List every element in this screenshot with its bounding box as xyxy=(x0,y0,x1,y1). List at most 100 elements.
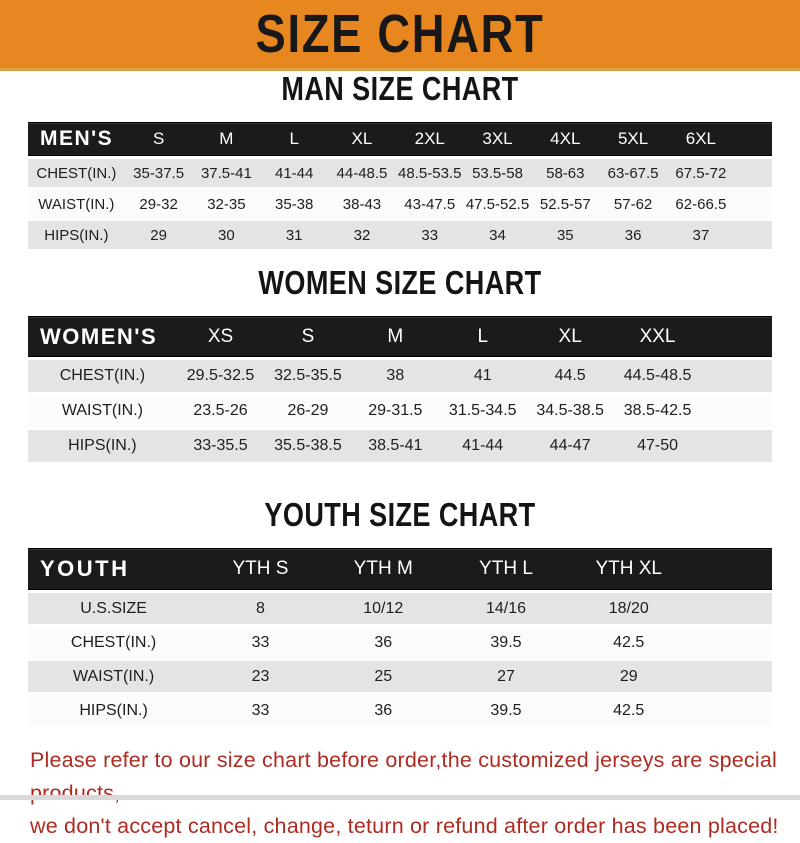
women-cell-value: 44.5-48.5 xyxy=(613,360,702,392)
men-cell-value: 44-48.5 xyxy=(328,159,396,187)
men-cell-value: 47.5-52.5 xyxy=(463,190,532,218)
youth-cell-value: 33 xyxy=(199,695,322,726)
women-row-filler xyxy=(701,395,772,427)
youth-size-table: YOUTH YTH S YTH M YTH L YTH XL U.S.SIZE 8 10/12… xyxy=(28,545,772,729)
youth-cell-value: 8 xyxy=(199,593,322,624)
men-cell-value: 67.5-72 xyxy=(666,159,735,187)
youth-header-label: YOUTH xyxy=(28,548,200,590)
women-cell-value: 26-29 xyxy=(264,395,352,427)
women-table-row: WAIST(IN.) 23.5-26 26-29 29-31.5 31.5-34.5 34… xyxy=(28,395,772,427)
men-cell-value: 38-43 xyxy=(328,190,396,218)
youth-cell-value: 42.5 xyxy=(567,695,691,726)
men-column-header: 3XL xyxy=(463,122,532,156)
bottom-edge-strip xyxy=(0,795,800,800)
women-size-table: WOMEN'S XS S M L XL XXL CHEST(IN.) 29.5-32.5 32.5… xyxy=(28,313,772,465)
men-column-header: 4XL xyxy=(531,122,600,156)
youth-header-filler xyxy=(690,548,772,590)
youth-cell-value: 25 xyxy=(321,661,445,692)
men-header-label: MEN'S xyxy=(28,122,125,156)
youth-cell-value: 29 xyxy=(567,661,691,692)
men-cell-value: 29 xyxy=(124,221,193,249)
youth-cell-value: 18/20 xyxy=(567,593,691,624)
women-table-row: CHEST(IN.) 29.5-32.5 32.5-35.5 38 41 44.5 44.5… xyxy=(28,360,772,392)
women-column-header: XXL xyxy=(613,316,702,357)
women-cell-value: 44.5 xyxy=(526,360,614,392)
men-row-label: HIPS(IN.) xyxy=(28,221,125,249)
men-row-label: CHEST(IN.) xyxy=(28,159,125,187)
youth-cell-value: 36 xyxy=(321,695,445,726)
women-column-header: M xyxy=(351,316,440,357)
men-cell-value: 32-35 xyxy=(192,190,261,218)
men-row-filler xyxy=(734,159,772,187)
men-cell-value: 37 xyxy=(666,221,735,249)
youth-row-filler xyxy=(690,627,772,658)
women-cell-value: 38.5-41 xyxy=(351,430,440,462)
men-row-label: WAIST(IN.) xyxy=(28,190,125,218)
men-cell-value: 35 xyxy=(531,221,600,249)
women-cell-value: 34.5-38.5 xyxy=(526,395,614,427)
youth-cell-value: 36 xyxy=(321,627,445,658)
youth-column-header: YTH XL xyxy=(567,548,691,590)
men-section-heading: MAN SIZE CHART xyxy=(281,70,519,107)
men-cell-value: 52.5-57 xyxy=(531,190,600,218)
men-table-row: CHEST(IN.) 35-37.5 37.5-41 41-44 44-48.5 48.5… xyxy=(28,159,772,187)
youth-cell-value: 27 xyxy=(444,661,568,692)
women-cell-value: 44-47 xyxy=(526,430,614,462)
men-row-filler xyxy=(734,190,772,218)
men-cell-value: 57-62 xyxy=(599,190,667,218)
youth-row-label: U.S.SIZE xyxy=(28,593,200,624)
men-cell-value: 32 xyxy=(328,221,396,249)
men-cell-value: 29-32 xyxy=(124,190,193,218)
men-header-filler xyxy=(734,122,772,156)
women-header-filler xyxy=(701,316,772,357)
men-header-row: MEN'S S M L XL 2XL 3XL 4XL 5XL 6XL xyxy=(28,122,772,156)
women-header-label: WOMEN'S xyxy=(28,316,177,357)
men-cell-value: 34 xyxy=(463,221,532,249)
youth-cell-value: 39.5 xyxy=(444,695,568,726)
men-row-filler xyxy=(734,221,772,249)
men-cell-value: 43-47.5 xyxy=(395,190,464,218)
youth-header-row: YOUTH YTH S YTH M YTH L YTH XL xyxy=(28,548,772,590)
women-row-filler xyxy=(701,430,772,462)
youth-cell-value: 39.5 xyxy=(444,627,568,658)
women-cell-value: 41 xyxy=(439,360,527,392)
youth-table-row: WAIST(IN.) 23 25 27 29 xyxy=(28,661,772,692)
men-cell-value: 48.5-53.5 xyxy=(395,159,464,187)
men-size-table: MEN'S S M L XL 2XL 3XL 4XL 5XL 6XL CHEST(IN.) 35-37… xyxy=(28,119,772,252)
banner-title: SIZE CHART xyxy=(255,4,545,64)
men-cell-value: 33 xyxy=(395,221,464,249)
women-cell-value: 29-31.5 xyxy=(351,395,440,427)
disclaimer-text: Please refer to our size chart before or… xyxy=(30,744,800,843)
men-cell-value: 53.5-58 xyxy=(463,159,532,187)
men-column-header: M xyxy=(192,122,261,156)
women-column-header: L xyxy=(439,316,527,357)
women-cell-value: 29.5-32.5 xyxy=(176,360,265,392)
youth-row-label: HIPS(IN.) xyxy=(28,695,200,726)
youth-section-heading: YOUTH SIZE CHART xyxy=(264,496,536,533)
women-row-label: HIPS(IN.) xyxy=(28,430,177,462)
men-cell-value: 35-37.5 xyxy=(124,159,193,187)
women-cell-value: 41-44 xyxy=(439,430,527,462)
men-cell-value: 62-66.5 xyxy=(666,190,735,218)
youth-row-label: CHEST(IN.) xyxy=(28,627,200,658)
men-column-header: 5XL xyxy=(599,122,667,156)
youth-cell-value: 10/12 xyxy=(321,593,445,624)
youth-table-row: U.S.SIZE 8 10/12 14/16 18/20 xyxy=(28,593,772,624)
men-cell-value: 63-67.5 xyxy=(599,159,667,187)
men-cell-value: 41-44 xyxy=(260,159,329,187)
women-section-heading: WOMEN SIZE CHART xyxy=(258,264,542,301)
youth-row-filler xyxy=(690,695,772,726)
men-column-header: 2XL xyxy=(395,122,464,156)
women-column-header: S xyxy=(264,316,352,357)
youth-table-row: CHEST(IN.) 33 36 39.5 42.5 xyxy=(28,627,772,658)
men-cell-value: 35-38 xyxy=(260,190,329,218)
youth-cell-value: 14/16 xyxy=(444,593,568,624)
women-row-label: CHEST(IN.) xyxy=(28,360,177,392)
women-column-header: XS xyxy=(176,316,265,357)
men-column-header: XL xyxy=(328,122,396,156)
youth-cell-value: 33 xyxy=(199,627,322,658)
youth-cell-value: 42.5 xyxy=(567,627,691,658)
youth-column-header: YTH L xyxy=(444,548,568,590)
youth-column-header: YTH M xyxy=(321,548,445,590)
women-column-header: XL xyxy=(526,316,614,357)
